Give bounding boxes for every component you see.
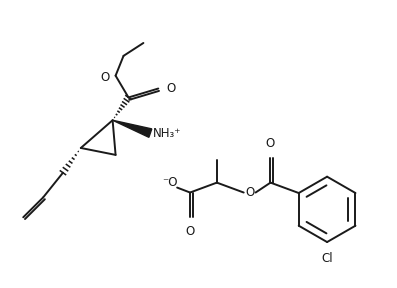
Polygon shape	[113, 120, 152, 137]
Text: O: O	[185, 225, 195, 238]
Text: O: O	[100, 71, 110, 84]
Text: Cl: Cl	[321, 252, 333, 265]
Text: O: O	[245, 186, 254, 199]
Text: NH₃⁺: NH₃⁺	[153, 127, 182, 140]
Text: ⁻O: ⁻O	[162, 176, 178, 189]
Text: O: O	[266, 137, 275, 150]
Text: O: O	[166, 82, 175, 95]
